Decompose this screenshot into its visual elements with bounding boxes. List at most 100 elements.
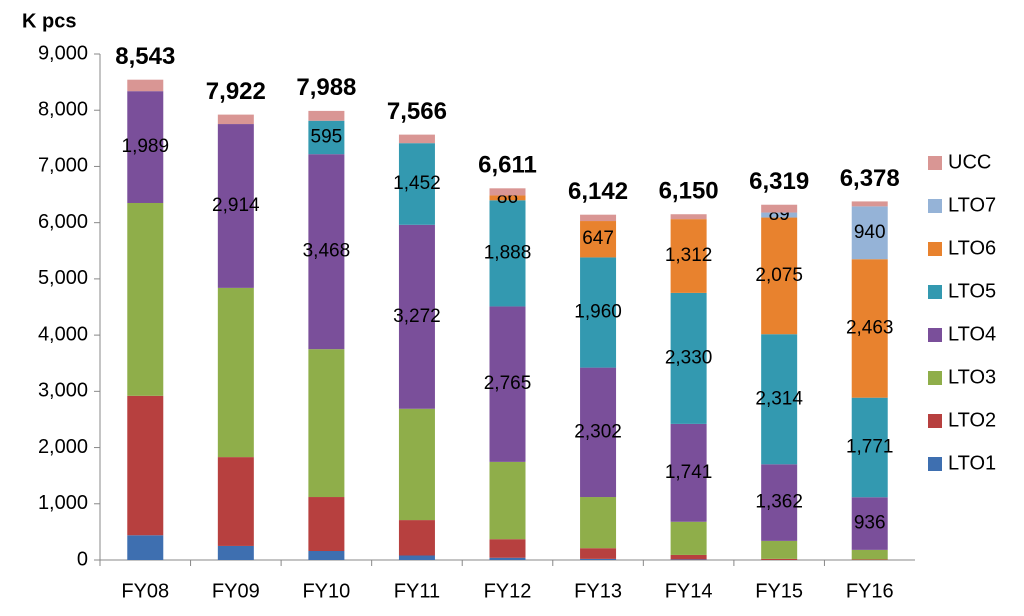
x-tick-label: FY16 [846,580,894,602]
total-label: 6,142 [568,178,628,205]
y-tick-label: 3,000 [38,380,88,402]
bar-segment [489,461,526,540]
legend-label: LTO6 [948,237,996,259]
y-tick-label: 6,000 [38,211,88,233]
data-label: 2,914 [212,195,260,216]
legend-label: LTO1 [948,452,996,474]
total-label: 7,566 [387,98,447,125]
bar-segment [308,551,345,560]
total-label: 7,922 [206,78,266,105]
y-tick-label: 0 [77,548,88,570]
legend-swatch [928,242,942,256]
data-label: 2,765 [484,373,532,394]
y-tick-label: 2,000 [38,436,88,458]
data-label: 940 [854,222,886,243]
bar-segment [580,558,617,560]
total-label: 6,319 [749,168,809,195]
bar-segment [670,292,707,424]
bar-segment [217,124,254,288]
y-tick-label: 1,000 [38,492,88,514]
bar-segment [127,535,164,560]
x-tick-label: FY14 [665,580,713,602]
bar-segment [670,559,707,560]
y-tick-label: 4,000 [38,323,88,345]
legend-swatch [928,457,942,471]
data-label: 1,452 [393,173,441,194]
legend-swatch [928,328,942,342]
bar-segment [851,549,888,560]
bar-segment [761,540,798,559]
data-label: 1,362 [755,492,803,513]
bar-segment [308,154,345,350]
x-tick-label: FY11 [394,580,440,602]
bar-segment [761,217,798,335]
bar-segment [398,143,435,225]
bar-segment [398,134,435,144]
bar-segment [851,397,888,498]
legend-swatch [928,285,942,299]
data-label: 2,314 [755,388,803,409]
legend-label: LTO4 [948,323,996,345]
bar-segment [308,497,345,552]
x-tick-label: FY15 [755,580,803,602]
legend-swatch [928,371,942,385]
bar-segment [761,334,798,465]
bar-segment [217,457,254,546]
bar-segment [308,349,345,498]
bar-segment [489,306,526,462]
bar-segment [580,214,617,222]
bar-segment [761,464,798,541]
data-label: 1,741 [665,462,713,483]
data-label: 1,960 [574,302,622,323]
bar-segment [127,395,164,536]
legend-swatch [928,156,942,170]
legend-label: LTO3 [948,366,996,388]
bar-segment [127,202,164,396]
bar-segment [580,221,617,258]
bar-segment [851,497,888,550]
y-tick-label: 8,000 [38,99,88,121]
bar-segment [308,120,345,155]
bar-segment [670,219,707,293]
data-label: 3,272 [393,306,441,327]
total-label: 7,988 [296,74,356,101]
bar-segment [670,554,707,560]
x-tick-label: FY10 [302,580,350,602]
data-label: 2,463 [846,317,894,338]
bar-segment [580,497,617,549]
bar-segment [580,257,617,368]
y-tick-label: 7,000 [38,155,88,177]
x-tick-label: FY13 [574,580,622,602]
x-tick-label: FY09 [212,580,260,602]
bar-segment [580,548,617,559]
bar-segment [398,555,435,560]
total-label: 6,611 [478,152,537,179]
bar-segment [489,188,526,196]
data-label: 647 [582,228,614,249]
y-axis-label: K pcs [22,10,76,32]
y-tick-label: 5,000 [38,267,88,289]
bar-segment [851,559,888,560]
bar-segment [851,206,888,260]
legend-label: LTO5 [948,280,996,302]
bar-segment [580,367,617,498]
bar-segment [489,200,526,307]
legend-label: LTO7 [948,194,996,216]
bar-segment [489,557,526,560]
bar-segment [761,204,798,213]
data-label: 2,075 [755,265,803,286]
bar-segment [217,545,254,560]
legend-swatch [928,199,942,213]
bar-segment [398,224,435,409]
bar-segment [217,114,254,125]
bar-segment [127,79,164,92]
total-label: 6,378 [840,165,900,192]
bar-segment [127,91,164,203]
bar-segment [670,214,707,220]
data-label: 595 [311,126,343,147]
data-label: 1,888 [484,242,532,263]
bar-segment [851,201,888,207]
bar-segment [217,287,254,458]
legend-swatch [928,414,942,428]
